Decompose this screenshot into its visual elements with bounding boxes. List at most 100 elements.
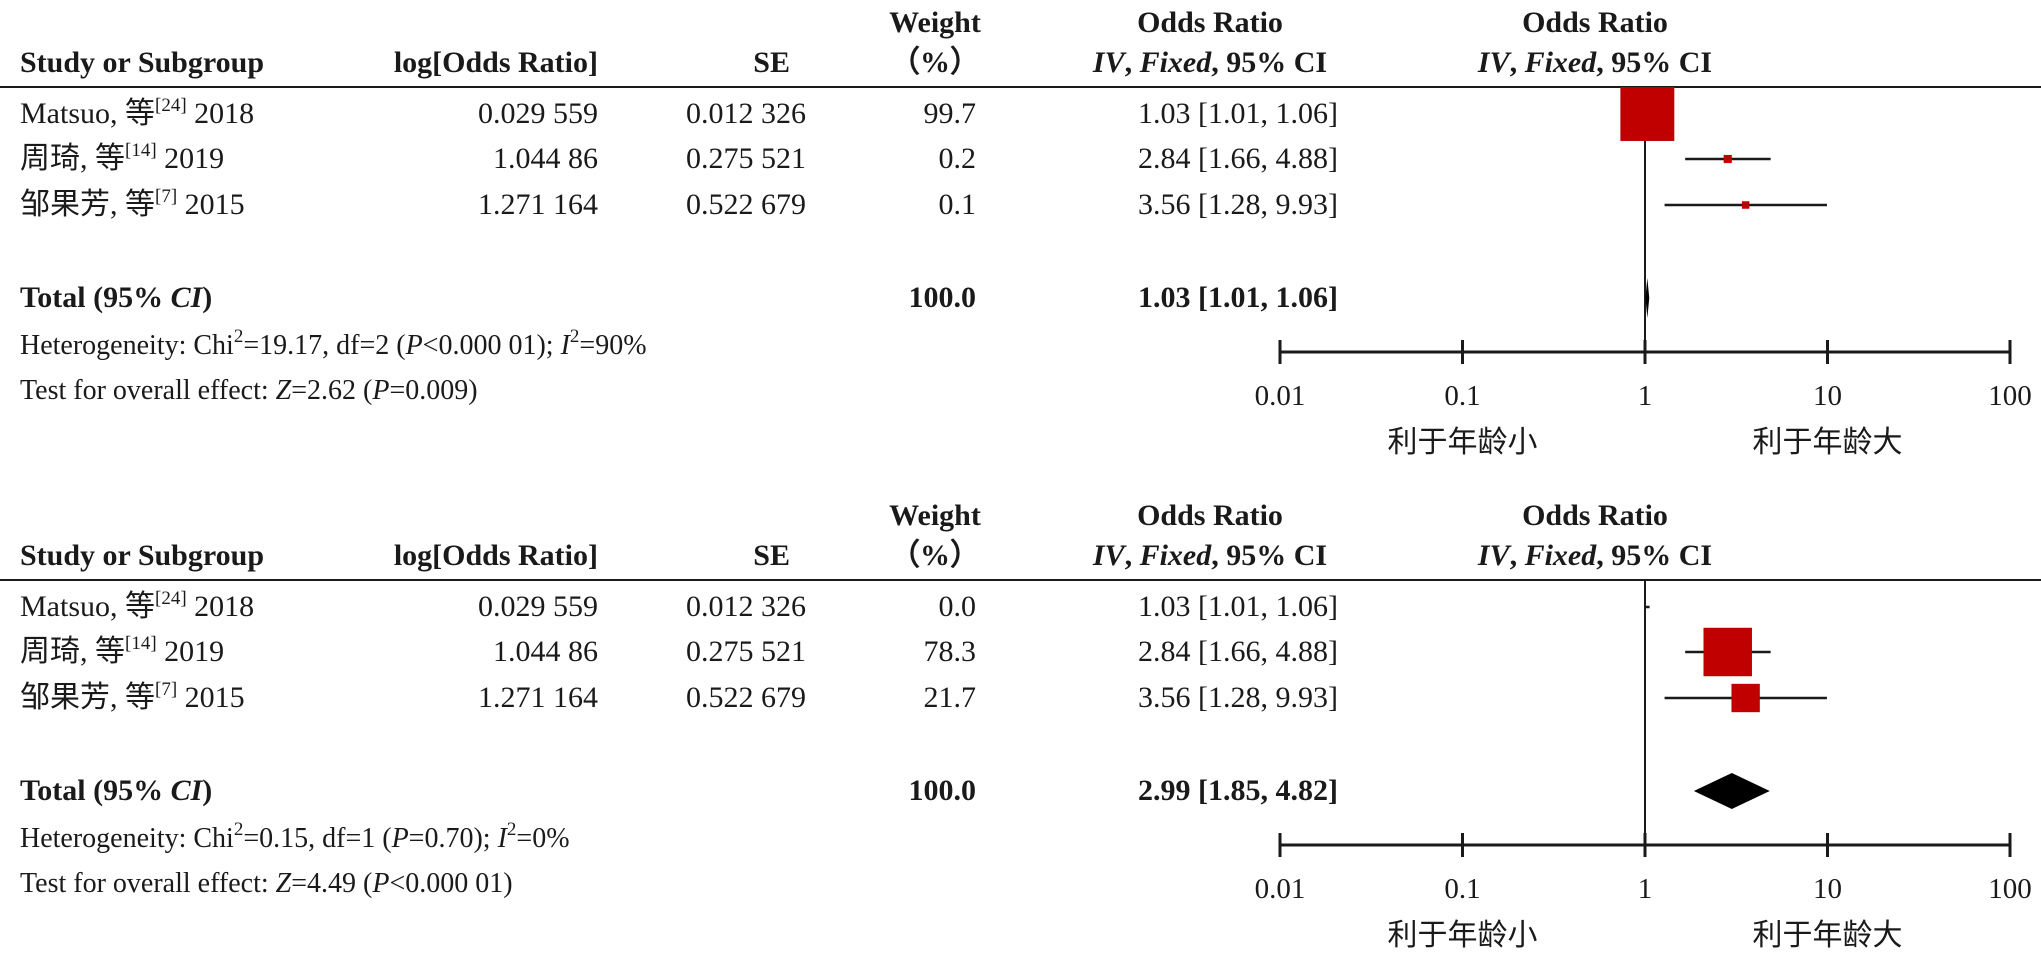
study-ci-text: 2.84 [1.66, 4.88] (1138, 142, 1338, 175)
study-ci-text: 1.03 [1.01, 1.06] (1138, 590, 1338, 623)
study-weight-square (1723, 154, 1732, 164)
heterogeneity-text: Heterogeneity: Chi2=0.15, df=1 (P=0.70);… (20, 819, 570, 854)
x-tick-label: 1 (1638, 380, 1653, 412)
study-name: 周琦, 等[14] 2019 (20, 141, 224, 177)
study-weight: 78.3 (923, 635, 977, 668)
header-odds-ratio: Odds Ratio (1137, 499, 1283, 532)
study-name: 邹果芳, 等[7] 2015 (20, 187, 245, 223)
header-study: Study or Subgroup (20, 539, 265, 572)
total-weight: 100.0 (908, 774, 977, 807)
total-weight: 100.0 (908, 281, 977, 314)
study-year: 2015 (184, 188, 245, 221)
total-diamond (1693, 773, 1770, 809)
total-ci-text: 1.03 [1.01, 1.06] (1138, 281, 1338, 314)
study-year: 2018 (194, 97, 255, 130)
header-weight-unit: （%） (890, 46, 980, 79)
x-tick-label: 10 (1813, 873, 1842, 905)
superscript-two: 2 (506, 819, 517, 840)
header-plot-odds-ratio: Odds Ratio (1522, 6, 1668, 39)
study-weight: 99.7 (923, 97, 977, 130)
study-name: Matsuo, 等[24] 2018 (20, 96, 254, 132)
study-year: 2019 (164, 635, 225, 668)
study-ci-text: 1.03 [1.01, 1.06] (1138, 97, 1338, 130)
x-tick-label: 100 (1988, 380, 2032, 412)
header-log-odds-ratio: log[Odds Ratio] (393, 46, 598, 79)
header-plot-method: IV, Fixed, 95% CI (1477, 539, 1713, 572)
overall-effect-text: Test for overall effect: Z=2.62 (P=0.009… (20, 375, 478, 406)
study-name: 周琦, 等[14] 2019 (20, 634, 224, 670)
x-tick-label: 100 (1988, 873, 2032, 905)
study-author: 邹果芳, 等 (20, 188, 155, 221)
header-se: SE (753, 46, 790, 79)
favours-left-label: 利于年龄小 (1388, 425, 1538, 460)
header-odds-ratio: Odds Ratio (1137, 6, 1283, 39)
forest-plot-panel-1: Study or Subgroup log[Odds Ratio] SE Wei… (0, 0, 2041, 460)
superscript-two: 2 (233, 819, 244, 840)
header-study: Study or Subgroup (20, 46, 265, 79)
header-plot-method: IV, Fixed, 95% CI (1477, 46, 1713, 79)
header-plot-odds-ratio: Odds Ratio (1522, 499, 1668, 532)
study-author: Matsuo, 等 (20, 97, 155, 130)
study-se: 0.522 679 (686, 188, 806, 221)
study-year: 2018 (194, 590, 255, 623)
study-ref: [7] (155, 679, 178, 700)
x-tick-label: 10 (1813, 380, 1842, 412)
total-label: Total (95% CI) (20, 281, 213, 314)
total-diamond (1645, 278, 1650, 318)
study-weight-square (1620, 87, 1675, 141)
study-log-or: 1.271 164 (478, 681, 598, 714)
study-log-or: 0.029 559 (478, 97, 598, 130)
study-log-or: 1.271 164 (478, 188, 598, 221)
heterogeneity-text: Heterogeneity: Chi2=19.17, df=2 (P<0.000… (20, 326, 647, 361)
study-weight: 21.7 (923, 681, 977, 714)
study-ci-text: 2.84 [1.66, 4.88] (1138, 635, 1338, 668)
header-se: SE (753, 539, 790, 572)
header-rule (0, 86, 2041, 88)
study-name: 邹果芳, 等[7] 2015 (20, 680, 245, 716)
study-year: 2019 (164, 142, 225, 175)
superscript-two: 2 (569, 326, 580, 347)
x-tick-label: 0.1 (1444, 380, 1480, 412)
favours-right-label: 利于年龄大 (1753, 918, 1903, 953)
study-ref: [14] (125, 633, 157, 654)
study-weight-square (1731, 683, 1760, 713)
study-ref: [24] (155, 588, 187, 609)
header-weight: Weight (889, 6, 981, 39)
study-log-or: 0.029 559 (478, 590, 598, 623)
study-se: 0.012 326 (686, 97, 806, 130)
favours-left-label: 利于年龄小 (1388, 918, 1538, 953)
study-weight: 0.0 (938, 590, 977, 623)
x-tick-label: 0.1 (1444, 873, 1480, 905)
study-ci-text: 3.56 [1.28, 9.93] (1138, 188, 1338, 221)
forest-plot-panel-2: Study or Subgroup log[Odds Ratio] SE Wei… (0, 493, 2041, 953)
study-ref: [7] (155, 186, 178, 207)
header-log-odds-ratio: log[Odds Ratio] (393, 539, 598, 572)
study-weight-square (1703, 627, 1752, 677)
study-author: Matsuo, 等 (20, 590, 155, 623)
header-weight: Weight (889, 499, 981, 532)
forest-plot-svg: 0.01 0.1 1 10 100 利于年龄小 利于年龄大 (1255, 87, 2032, 460)
study-se: 0.522 679 (686, 681, 806, 714)
header-rule (0, 579, 2041, 581)
study-weight: 0.2 (938, 142, 977, 175)
total-ci-text: 2.99 [1.85, 4.82] (1138, 774, 1338, 807)
total-label: Total (95% CI) (20, 774, 213, 807)
header-weight-unit: （%） (890, 539, 980, 572)
header-or-method: IV, Fixed, 95% CI (1092, 46, 1328, 79)
x-tick-label: 0.01 (1255, 873, 1306, 905)
study-year: 2015 (184, 681, 245, 714)
overall-effect-text: Test for overall effect: Z=4.49 (P<0.000… (20, 868, 513, 899)
study-ref: [14] (125, 140, 157, 161)
forest-plot-svg: 0.01 0.1 1 10 100 利于年龄小 利于年龄大 (1255, 581, 2032, 953)
study-weight: 0.1 (938, 188, 977, 221)
x-tick-label: 1 (1638, 873, 1653, 905)
study-se: 0.275 521 (686, 142, 806, 175)
x-tick-label: 0.01 (1255, 380, 1306, 412)
study-se: 0.012 326 (686, 590, 806, 623)
study-author: 周琦, 等 (20, 142, 125, 175)
study-log-or: 1.044 86 (493, 142, 598, 175)
study-name: Matsuo, 等[24] 2018 (20, 589, 254, 625)
study-author: 周琦, 等 (20, 635, 125, 668)
study-ci-text: 3.56 [1.28, 9.93] (1138, 681, 1338, 714)
study-log-or: 1.044 86 (493, 635, 598, 668)
